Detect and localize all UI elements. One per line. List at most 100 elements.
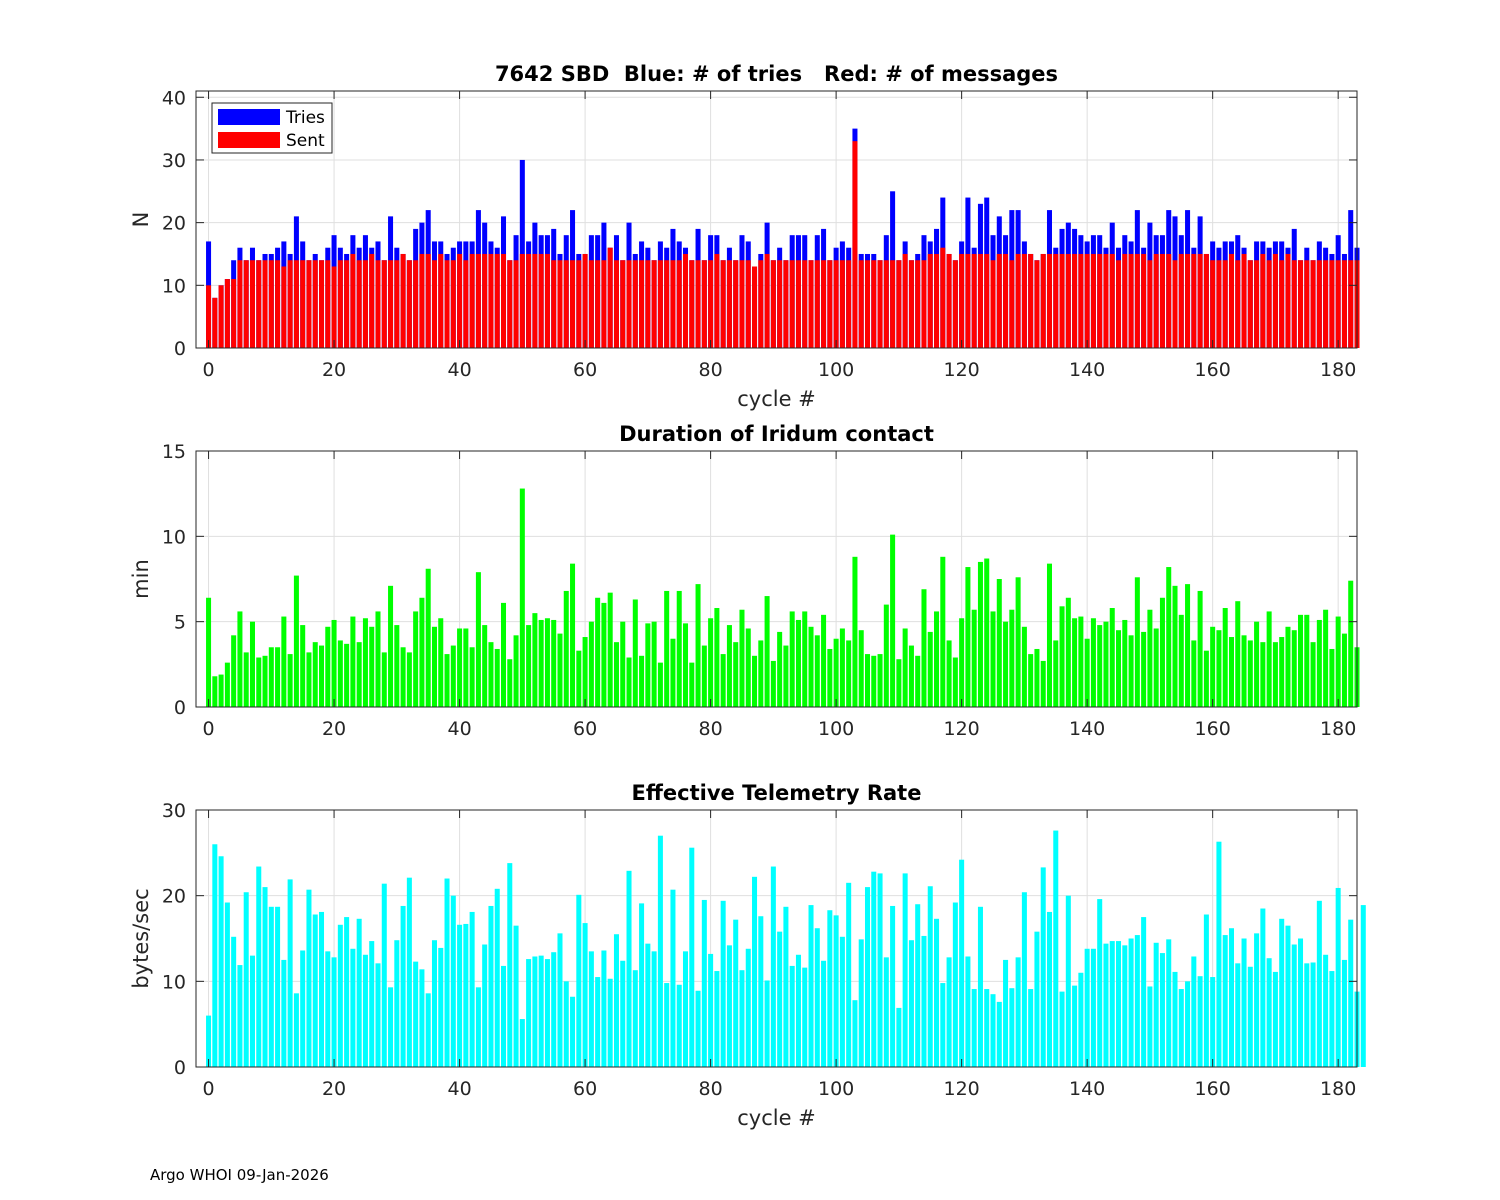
bar-duration-151: [1153, 628, 1159, 707]
tries-sent-panel: 0 20 40 60 80 100 120 140 160 180 0 10 20 30 40 7642 SB…: [129, 62, 1360, 411]
bar-rate-85: [739, 970, 745, 1067]
bar-sent-149: [1141, 253, 1147, 348]
bar-sent-120: [959, 253, 965, 348]
bar-duration-174: [1298, 614, 1304, 707]
bar-rate-130: [1021, 892, 1027, 1067]
x-tick-label: 20: [322, 718, 346, 740]
bar-rate-61: [588, 951, 594, 1067]
bar-duration-149: [1141, 631, 1147, 707]
bar-duration-162: [1222, 608, 1228, 707]
bar-sent-29: [388, 260, 394, 348]
y-tick-label: 20: [162, 886, 186, 908]
bar-rate-22: [344, 917, 350, 1067]
bar-duration-142: [1097, 625, 1103, 707]
bar-sent-178: [1323, 260, 1329, 348]
bar-duration-69: [639, 655, 645, 707]
bar-sent-125: [990, 260, 996, 348]
bar-duration-137: [1065, 597, 1071, 707]
bar-sent-82: [720, 260, 726, 348]
bar-duration-115: [927, 631, 933, 707]
bar-sent-0: [206, 285, 212, 348]
bar-sent-153: [1166, 253, 1172, 348]
x-tick-label: 100: [818, 718, 854, 740]
bar-sent-59: [576, 260, 582, 348]
y-tick-label: 0: [174, 338, 186, 360]
bar-sent-119: [952, 260, 958, 348]
bar-duration-8: [256, 657, 262, 707]
bar-duration-75: [676, 590, 682, 707]
bar-rate-157: [1191, 956, 1197, 1067]
legend-swatch-sent: [218, 132, 280, 148]
bar-duration-46: [494, 648, 500, 707]
bar-sent-147: [1128, 253, 1134, 348]
bar-rate-137: [1065, 895, 1071, 1067]
bar-duration-58: [570, 563, 576, 707]
bar-duration-143: [1103, 621, 1109, 707]
bar-sent-124: [984, 253, 990, 348]
bar-sent-91: [777, 260, 783, 348]
bar-sent-94: [795, 260, 801, 348]
bar-rate-142: [1097, 899, 1103, 1067]
bar-sent-139: [1078, 253, 1084, 348]
bar-duration-141: [1090, 618, 1096, 707]
bar-sent-173: [1291, 260, 1297, 348]
bar-duration-130: [1021, 626, 1027, 707]
bar-sent-152: [1159, 253, 1165, 348]
bar-duration-135: [1053, 640, 1059, 707]
bar-rate-152: [1159, 953, 1165, 1067]
bar-rate-7: [249, 955, 255, 1067]
bar-rate-172: [1285, 925, 1291, 1067]
bar-sent-37: [438, 253, 444, 348]
chart-title: 7642 SBD Blue: # of tries Red: # of mess…: [495, 62, 1058, 86]
bar-sent-136: [1059, 253, 1065, 348]
bar-sent-163: [1228, 253, 1234, 348]
bar-rate-80: [708, 953, 714, 1067]
bar-rate-168: [1260, 908, 1266, 1067]
bar-sent-154: [1172, 260, 1178, 348]
bar-rate-54: [544, 959, 550, 1067]
bar-duration-94: [795, 619, 801, 707]
x-tick-label: 0: [203, 359, 215, 381]
bar-sent-15: [300, 260, 306, 348]
bar-sent-103: [852, 141, 858, 348]
bar-rate-111: [902, 873, 908, 1067]
axes-box: [195, 809, 1358, 1068]
bar-rate-86: [745, 948, 751, 1067]
bar-duration-35: [425, 568, 431, 707]
bar-duration-34: [419, 597, 425, 707]
x-tick-label: 60: [573, 359, 597, 381]
bar-duration-47: [501, 602, 507, 707]
bar-rate-140: [1084, 948, 1090, 1067]
bar-rate-81: [714, 971, 720, 1067]
bar-duration-86: [745, 628, 751, 707]
bar-sent-50: [519, 253, 525, 348]
bar-sent-158: [1197, 253, 1203, 348]
bar-duration-118: [946, 640, 952, 707]
bar-duration-7: [249, 621, 255, 707]
bar-duration-107: [877, 654, 883, 707]
bar-sent-118: [946, 253, 952, 348]
bar-sent-169: [1266, 260, 1272, 348]
bar-sent-159: [1203, 253, 1209, 348]
bar-sent-3: [224, 279, 230, 348]
bar-rate-46: [494, 888, 500, 1067]
bar-rate-112: [908, 940, 914, 1067]
bar-duration-166: [1247, 640, 1253, 707]
bar-sent-24: [356, 260, 362, 348]
bar-sent-40: [457, 253, 463, 348]
bar-duration-17: [312, 642, 318, 707]
bar-sent-26: [369, 253, 375, 348]
bar-rate-73: [664, 983, 670, 1067]
bar-rate-59: [576, 894, 582, 1067]
bar-rate-66: [620, 960, 626, 1067]
bar-rate-117: [940, 983, 946, 1067]
bar-rate-125: [990, 994, 996, 1067]
bar-sent-31: [400, 253, 406, 348]
bar-rate-77: [689, 847, 695, 1067]
bar-duration-164: [1235, 601, 1241, 707]
bar-rate-29: [388, 987, 394, 1067]
bar-sent-79: [701, 260, 707, 348]
x-tick-label: 20: [322, 359, 346, 381]
bar-rate-113: [915, 904, 921, 1067]
bar-duration-54: [544, 618, 550, 707]
